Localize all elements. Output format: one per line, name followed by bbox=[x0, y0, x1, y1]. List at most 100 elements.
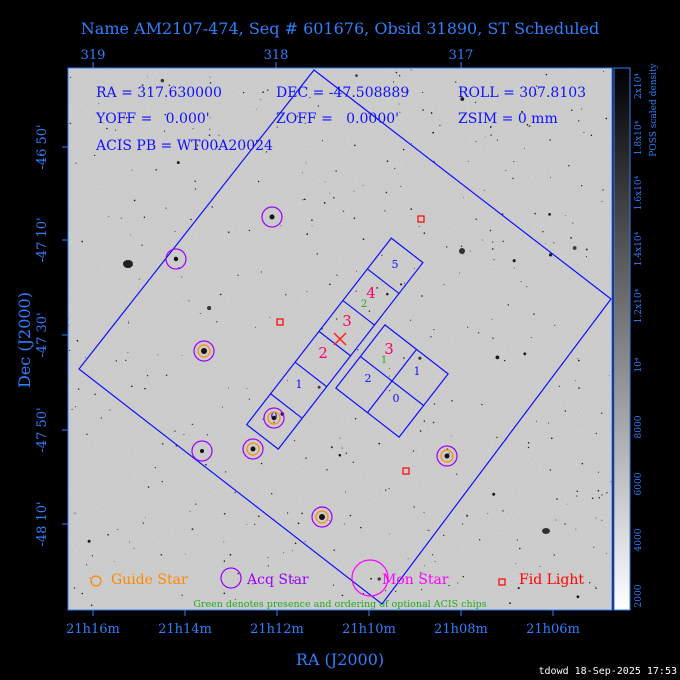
background-star bbox=[479, 539, 481, 541]
background-star bbox=[160, 553, 163, 556]
footer-stamp: tdowd 18-Sep-2025 17:53 bbox=[539, 666, 677, 677]
background-star bbox=[297, 522, 300, 525]
background-star bbox=[422, 91, 424, 94]
background-star bbox=[90, 604, 93, 607]
background-star bbox=[69, 76, 71, 78]
background-star bbox=[114, 129, 117, 131]
background-star bbox=[191, 528, 194, 531]
background-star bbox=[252, 583, 254, 585]
background-star bbox=[368, 113, 370, 115]
background-star bbox=[433, 329, 435, 331]
background-star bbox=[558, 385, 561, 387]
background-star bbox=[165, 374, 168, 377]
background-star bbox=[577, 120, 580, 122]
background-star bbox=[68, 324, 70, 326]
background-star bbox=[443, 534, 445, 537]
background-star bbox=[547, 422, 550, 424]
legend-optional-note: Green denotes presence and ordering of o… bbox=[193, 599, 486, 610]
background-star bbox=[443, 284, 445, 286]
background-star bbox=[460, 245, 463, 248]
background-star bbox=[163, 130, 166, 132]
s-chip-number: 1 bbox=[296, 378, 303, 391]
background-star bbox=[385, 191, 388, 194]
background-star bbox=[370, 577, 372, 580]
background-star bbox=[395, 71, 398, 74]
background-star bbox=[165, 207, 167, 209]
background-star bbox=[491, 318, 493, 320]
background-star bbox=[141, 244, 143, 246]
background-star bbox=[564, 523, 566, 525]
background-star bbox=[576, 490, 579, 492]
background-star bbox=[577, 358, 578, 360]
background-star bbox=[144, 387, 146, 390]
background-star bbox=[455, 473, 458, 475]
background-star bbox=[338, 453, 342, 457]
background-star bbox=[209, 117, 211, 119]
background-star bbox=[595, 432, 598, 435]
background-star bbox=[102, 113, 105, 115]
background-star bbox=[195, 503, 197, 505]
background-star bbox=[74, 512, 76, 514]
optional-chip-order: 1 bbox=[381, 355, 387, 366]
background-star bbox=[353, 190, 355, 192]
zoff-value: ZOFF = 0.0000' bbox=[276, 111, 399, 127]
background-star bbox=[610, 481, 612, 483]
background-star bbox=[355, 74, 358, 77]
background-star bbox=[434, 561, 436, 563]
background-star bbox=[305, 457, 307, 459]
background-star bbox=[482, 239, 483, 241]
background-star bbox=[448, 585, 450, 587]
background-star bbox=[292, 550, 294, 552]
background-star bbox=[211, 206, 214, 208]
background-star bbox=[583, 132, 585, 133]
background-star bbox=[181, 276, 183, 278]
background-star bbox=[389, 368, 391, 369]
background-star bbox=[255, 326, 257, 328]
legend-mon-label: Mon Star bbox=[382, 572, 449, 588]
background-star bbox=[512, 259, 516, 263]
top-tick-label: 319 bbox=[81, 48, 106, 63]
background-star bbox=[265, 151, 268, 153]
background-star bbox=[283, 551, 284, 553]
background-star bbox=[185, 553, 186, 555]
background-star bbox=[414, 267, 415, 269]
background-star bbox=[461, 523, 464, 525]
background-star bbox=[246, 388, 248, 390]
background-star bbox=[133, 199, 136, 202]
background-star bbox=[305, 162, 307, 164]
background-star bbox=[216, 321, 218, 323]
background-star bbox=[581, 108, 583, 110]
background-star bbox=[98, 103, 100, 105]
background-star bbox=[183, 434, 185, 436]
background-star bbox=[489, 229, 492, 232]
background-star bbox=[125, 116, 128, 119]
background-star bbox=[576, 495, 578, 497]
background-star bbox=[191, 423, 194, 426]
plot-title: Name AM2107-474, Seq # 601676, Obsid 318… bbox=[81, 19, 599, 38]
background-star bbox=[521, 110, 523, 113]
left-tick-label: -47 30' bbox=[35, 312, 50, 357]
background-star bbox=[257, 515, 260, 518]
background-star bbox=[386, 292, 389, 296]
background-star bbox=[125, 359, 127, 362]
background-star bbox=[530, 336, 532, 339]
background-star bbox=[301, 512, 304, 515]
acq-star bbox=[242, 438, 264, 460]
s-chip-number: 5 bbox=[392, 258, 399, 271]
background-star bbox=[108, 216, 110, 218]
background-star bbox=[429, 530, 431, 532]
background-star bbox=[86, 564, 88, 566]
background-star bbox=[205, 463, 207, 466]
guide-star bbox=[197, 344, 211, 358]
background-star bbox=[335, 170, 337, 172]
colorbar-tick-label: 2000 bbox=[634, 584, 644, 607]
background-star bbox=[384, 210, 386, 212]
background-star bbox=[229, 553, 232, 556]
s-chip-number: 2 bbox=[318, 344, 328, 362]
background-star bbox=[246, 523, 248, 525]
background-star bbox=[304, 540, 306, 542]
background-star bbox=[353, 144, 356, 147]
legend-guide-label: Guide Star bbox=[111, 572, 188, 588]
background-star bbox=[496, 436, 498, 439]
background-star bbox=[292, 579, 294, 582]
